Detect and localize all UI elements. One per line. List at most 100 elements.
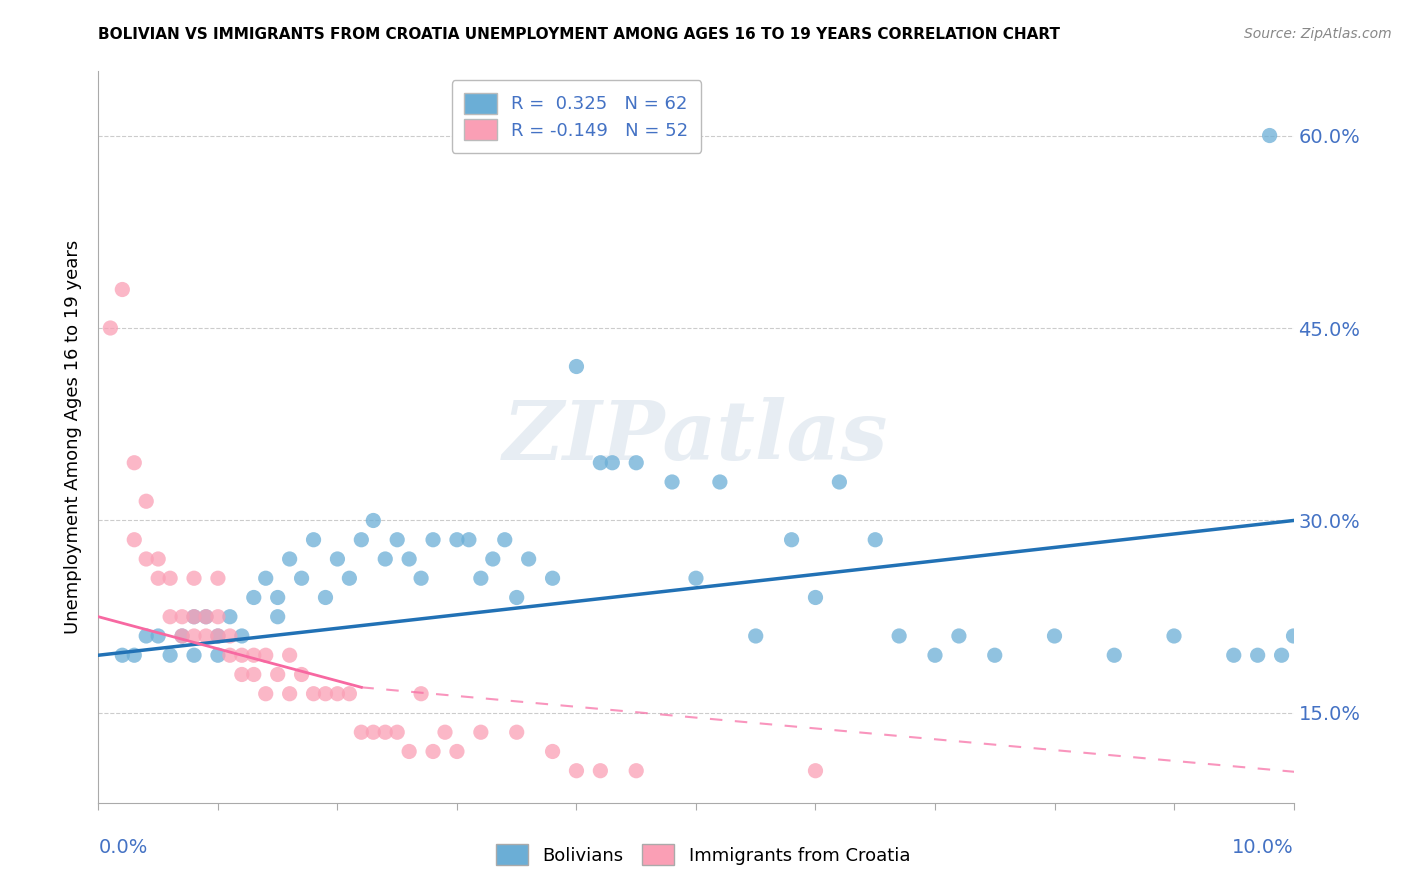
Point: [745, 629, 768, 643]
Point: [685, 571, 707, 585]
Point: [219, 629, 242, 643]
Point: [1043, 629, 1066, 643]
Point: [589, 764, 612, 778]
Point: [470, 571, 492, 585]
Point: [183, 629, 205, 643]
Point: [661, 475, 683, 489]
Point: [243, 667, 266, 681]
Point: [172, 609, 194, 624]
Point: [219, 648, 242, 663]
Point: [183, 609, 205, 624]
Point: [135, 629, 157, 643]
Point: [172, 629, 194, 643]
Point: [267, 667, 290, 681]
Point: [458, 533, 481, 547]
Point: [243, 648, 266, 663]
Point: [374, 725, 396, 739]
Point: [148, 629, 170, 643]
Point: [183, 648, 205, 663]
Point: [626, 456, 648, 470]
Point: [207, 571, 229, 585]
Point: [709, 475, 731, 489]
Point: [411, 571, 433, 585]
Point: [339, 571, 360, 585]
Point: [124, 456, 146, 470]
Point: [517, 552, 540, 566]
Point: [506, 591, 529, 605]
Point: [124, 648, 146, 663]
Point: [889, 629, 911, 643]
Point: [1102, 648, 1125, 663]
Point: [159, 609, 181, 624]
Point: [984, 648, 1007, 663]
Point: [948, 629, 970, 643]
Point: [494, 533, 516, 547]
Point: [350, 533, 373, 547]
Point: [124, 533, 146, 547]
Point: [207, 629, 229, 643]
Point: [361, 725, 384, 739]
Point: [339, 687, 360, 701]
Point: [231, 648, 253, 663]
Point: [254, 571, 277, 585]
Point: [433, 725, 456, 739]
Point: [290, 571, 312, 585]
Text: ZIPatlas: ZIPatlas: [503, 397, 889, 477]
Point: [254, 648, 277, 663]
Point: [1163, 629, 1185, 643]
Point: [267, 591, 290, 605]
Point: [422, 533, 444, 547]
Point: [231, 629, 253, 643]
Point: [278, 687, 301, 701]
Point: [267, 609, 290, 624]
Point: [290, 667, 312, 681]
Point: [602, 456, 624, 470]
Point: [804, 764, 827, 778]
Point: [589, 456, 612, 470]
Point: [565, 359, 588, 374]
Point: [1282, 629, 1305, 643]
Point: [350, 725, 373, 739]
Point: [195, 609, 218, 624]
Text: 10.0%: 10.0%: [1232, 838, 1294, 857]
Point: [361, 514, 384, 528]
Point: [314, 591, 337, 605]
Point: [219, 609, 242, 624]
Point: [135, 494, 157, 508]
Text: Source: ZipAtlas.com: Source: ZipAtlas.com: [1244, 27, 1392, 41]
Point: [1222, 648, 1246, 663]
Point: [446, 533, 468, 547]
Point: [195, 629, 218, 643]
Point: [183, 571, 205, 585]
Legend: Bolivians, Immigrants from Croatia: Bolivians, Immigrants from Croatia: [486, 835, 920, 874]
Point: [481, 552, 503, 566]
Point: [565, 764, 588, 778]
Point: [159, 648, 181, 663]
Point: [1271, 648, 1294, 663]
Point: [111, 648, 134, 663]
Point: [780, 533, 803, 547]
Point: [1246, 648, 1268, 663]
Point: [470, 725, 492, 739]
Point: [302, 687, 325, 701]
Point: [278, 552, 301, 566]
Point: [278, 648, 301, 663]
Point: [398, 552, 420, 566]
Point: [411, 687, 433, 701]
Point: [207, 609, 229, 624]
Point: [148, 552, 170, 566]
Point: [422, 744, 444, 758]
Point: [506, 725, 529, 739]
Point: [254, 687, 277, 701]
Point: [924, 648, 946, 663]
Point: [863, 533, 887, 547]
Point: [243, 591, 266, 605]
Point: [374, 552, 396, 566]
Point: [804, 591, 827, 605]
Point: [231, 667, 253, 681]
Point: [183, 609, 205, 624]
Text: 0.0%: 0.0%: [98, 838, 148, 857]
Legend: R =  0.325   N = 62, R = -0.149   N = 52: R = 0.325 N = 62, R = -0.149 N = 52: [451, 80, 702, 153]
Point: [385, 533, 409, 547]
Point: [207, 648, 229, 663]
